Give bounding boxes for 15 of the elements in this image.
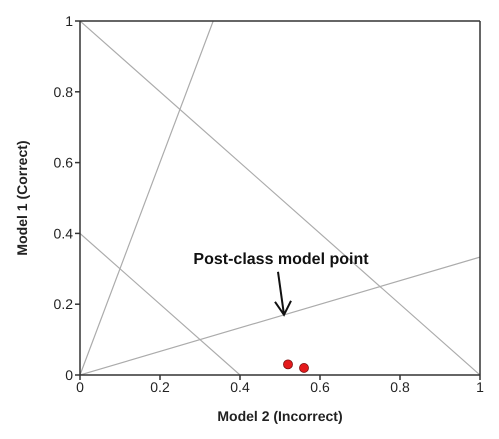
- y-tick-label: 0.8: [54, 84, 74, 100]
- y-tick-label: 0.6: [54, 154, 74, 171]
- y-tick-label: 0: [65, 366, 74, 383]
- x-axis-title: Model 2 (Incorrect): [217, 408, 343, 424]
- y-tick-label: 0.4: [54, 225, 74, 242]
- x-tick-label: 1: [476, 378, 484, 395]
- y-axis-title: Model 1 (Correct): [14, 140, 30, 256]
- x-tick-label: 0: [76, 378, 84, 395]
- x-tick-label: 0.8: [390, 378, 410, 395]
- x-tick-label: 0.6: [310, 378, 330, 395]
- annotation: Post-class model point: [193, 250, 370, 268]
- x-tick-label: 0.4: [230, 378, 250, 395]
- y-tick-label: 0.2: [54, 296, 74, 312]
- x-tick-label: 0.2: [150, 378, 170, 395]
- y-tick-label: 1: [65, 12, 74, 29]
